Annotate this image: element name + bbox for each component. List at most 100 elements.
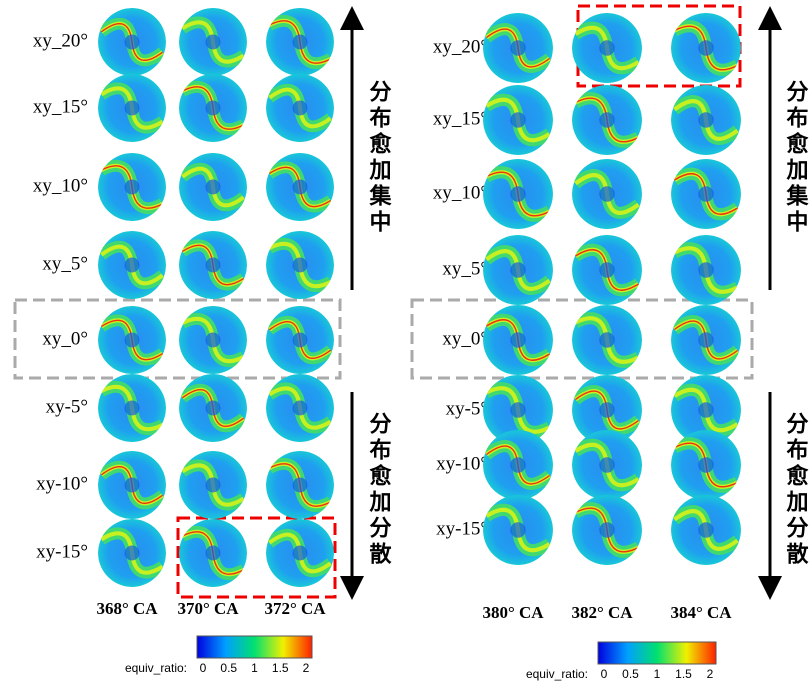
inner: [510, 262, 526, 278]
contour-image: [179, 74, 247, 142]
colorbar-tick-label: 0.5: [622, 667, 639, 681]
inner: [510, 332, 526, 348]
inner: [599, 40, 615, 56]
contour-image: [98, 519, 166, 587]
inner: [292, 545, 308, 561]
colorbar-tick-label: 1: [251, 661, 258, 675]
contour-image: [572, 235, 642, 305]
inner: [124, 100, 140, 116]
inner: [205, 100, 221, 116]
contour-image: [98, 306, 166, 374]
row-label: xy_15°: [33, 96, 88, 117]
inner: [698, 40, 714, 56]
inner: [599, 522, 615, 538]
inner: [510, 186, 526, 202]
contour-image: [266, 451, 334, 519]
arrow-label: 分布愈加分散: [783, 412, 809, 568]
inner: [124, 332, 140, 348]
inner: [599, 332, 615, 348]
contour-image: [671, 159, 741, 229]
inner: [205, 477, 221, 493]
contour-image: [671, 13, 741, 83]
contour-image: [266, 374, 334, 442]
contour-image: [671, 495, 741, 565]
colorbar-tick-label: 0: [601, 667, 608, 681]
row-label: xy-5°: [46, 396, 88, 417]
row-label: xy-10°: [436, 453, 488, 474]
inner: [292, 179, 308, 195]
colorbar-label: equiv_ratio:: [125, 661, 187, 675]
arrow-label: 分布愈加集中: [366, 80, 393, 236]
inner: [205, 257, 221, 273]
inner: [698, 457, 714, 473]
row-label: xy_5°: [442, 258, 488, 279]
row-label: xy-15°: [436, 518, 488, 539]
colorbar-tick-label: 1.5: [272, 661, 289, 675]
inner: [292, 332, 308, 348]
inner: [124, 34, 140, 50]
column-label: 370° CA: [177, 599, 239, 618]
column-label: 372° CA: [264, 599, 326, 618]
contour-image: [483, 430, 553, 500]
contour-image: [671, 305, 741, 375]
inner: [124, 257, 140, 273]
inner: [292, 477, 308, 493]
arrow-label: 分布愈加集中: [783, 80, 809, 236]
row-label: xy-5°: [446, 398, 488, 419]
contour-image: [483, 85, 553, 155]
inner: [124, 179, 140, 195]
inner: [510, 522, 526, 538]
colorbar-label: equiv_ratio:: [526, 667, 588, 681]
inner: [124, 545, 140, 561]
colorbar-tick-label: 2: [707, 667, 714, 681]
contour-image: [483, 305, 553, 375]
row-label: xy_10°: [33, 175, 88, 196]
row-label: xy-15°: [36, 541, 88, 562]
colorbar-tick-label: 1.5: [675, 667, 692, 681]
inner: [510, 112, 526, 128]
contour-image: [179, 451, 247, 519]
highlight-box: [13, 298, 342, 380]
highlight-box: [176, 516, 337, 599]
column-label: 368° CA: [96, 599, 158, 618]
inner: [698, 262, 714, 278]
contour-image: [98, 153, 166, 221]
contour-image: [179, 153, 247, 221]
contour-image: [98, 8, 166, 76]
contour-image: [98, 231, 166, 299]
inner: [698, 332, 714, 348]
contour-image: [98, 74, 166, 142]
row-label: xy_20°: [433, 36, 488, 57]
colorbar: [196, 635, 313, 659]
contour-image: [179, 519, 247, 587]
inner: [510, 457, 526, 473]
inner: [292, 34, 308, 50]
inner: [599, 186, 615, 202]
contour-image: [572, 159, 642, 229]
contour-image: [671, 375, 741, 445]
arrow-label: 分布愈加分散: [366, 412, 393, 568]
inner: [205, 179, 221, 195]
inner: [124, 400, 140, 416]
row-label: xy_0°: [42, 328, 88, 349]
contour-image: [572, 85, 642, 155]
inner: [205, 332, 221, 348]
contour-image: [483, 235, 553, 305]
inner: [292, 100, 308, 116]
contour-image: [572, 13, 642, 83]
contour-image: [483, 13, 553, 83]
inner: [599, 402, 615, 418]
contour-image: [98, 374, 166, 442]
column-label: 384° CA: [670, 603, 732, 622]
inner: [698, 186, 714, 202]
column-label: 382° CA: [571, 603, 633, 622]
inner: [292, 257, 308, 273]
inner: [124, 477, 140, 493]
inner: [205, 400, 221, 416]
contour-image: [266, 519, 334, 587]
colorbar: [597, 641, 717, 665]
contour-image: [572, 430, 642, 500]
inner: [205, 34, 221, 50]
contour-image: [572, 375, 642, 445]
